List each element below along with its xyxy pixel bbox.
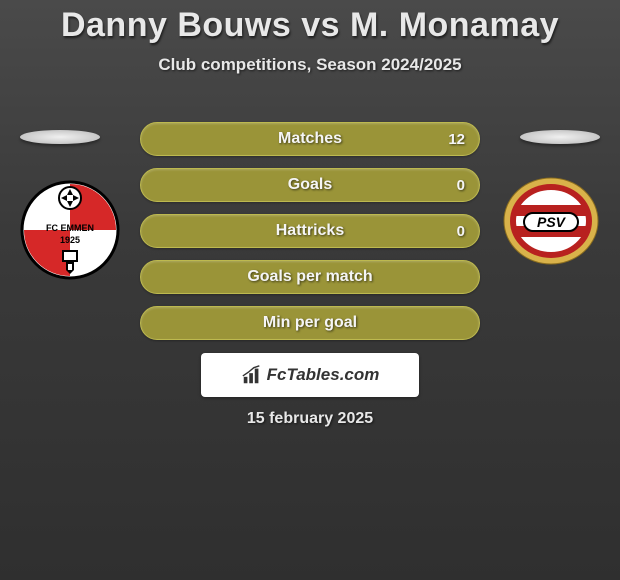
stat-label: Matches (278, 130, 342, 148)
player-shadow-right (520, 130, 600, 144)
svg-text:PSV: PSV (537, 214, 567, 230)
stat-row-mpg: Min per goal (140, 306, 480, 340)
stat-label: Hattricks (276, 222, 344, 240)
club-badge-left: FC EMMEN 1925 (20, 180, 120, 288)
psv-badge-icon: PSV (502, 176, 600, 266)
club-badge-right: PSV (502, 176, 600, 266)
subtitle: Club competitions, Season 2024/2025 (0, 55, 620, 75)
stat-right-value: 0 (457, 223, 465, 240)
stat-row-gpm: Goals per match (140, 260, 480, 294)
bar-chart-icon (241, 364, 263, 386)
stat-right-value: 0 (457, 177, 465, 194)
stat-label: Goals (288, 176, 332, 194)
stat-label: Min per goal (263, 314, 357, 332)
stat-row-matches: Matches 12 (140, 122, 480, 156)
svg-text:1925: 1925 (60, 235, 80, 245)
attribution-label: FcTables.com (267, 365, 380, 385)
attribution-box[interactable]: FcTables.com (201, 353, 419, 397)
player-shadow-left (20, 130, 100, 144)
fc-emmen-badge-icon: FC EMMEN 1925 (20, 180, 120, 288)
stat-right-value: 12 (448, 131, 465, 148)
page-title: Danny Bouws vs M. Monamay (0, 0, 620, 45)
date-label: 15 february 2025 (0, 410, 620, 428)
stats-container: Matches 12 Goals 0 Hattricks 0 Goals per… (140, 122, 480, 352)
stat-label: Goals per match (247, 268, 372, 286)
stat-row-goals: Goals 0 (140, 168, 480, 202)
svg-text:FC EMMEN: FC EMMEN (46, 223, 94, 233)
stat-row-hattricks: Hattricks 0 (140, 214, 480, 248)
